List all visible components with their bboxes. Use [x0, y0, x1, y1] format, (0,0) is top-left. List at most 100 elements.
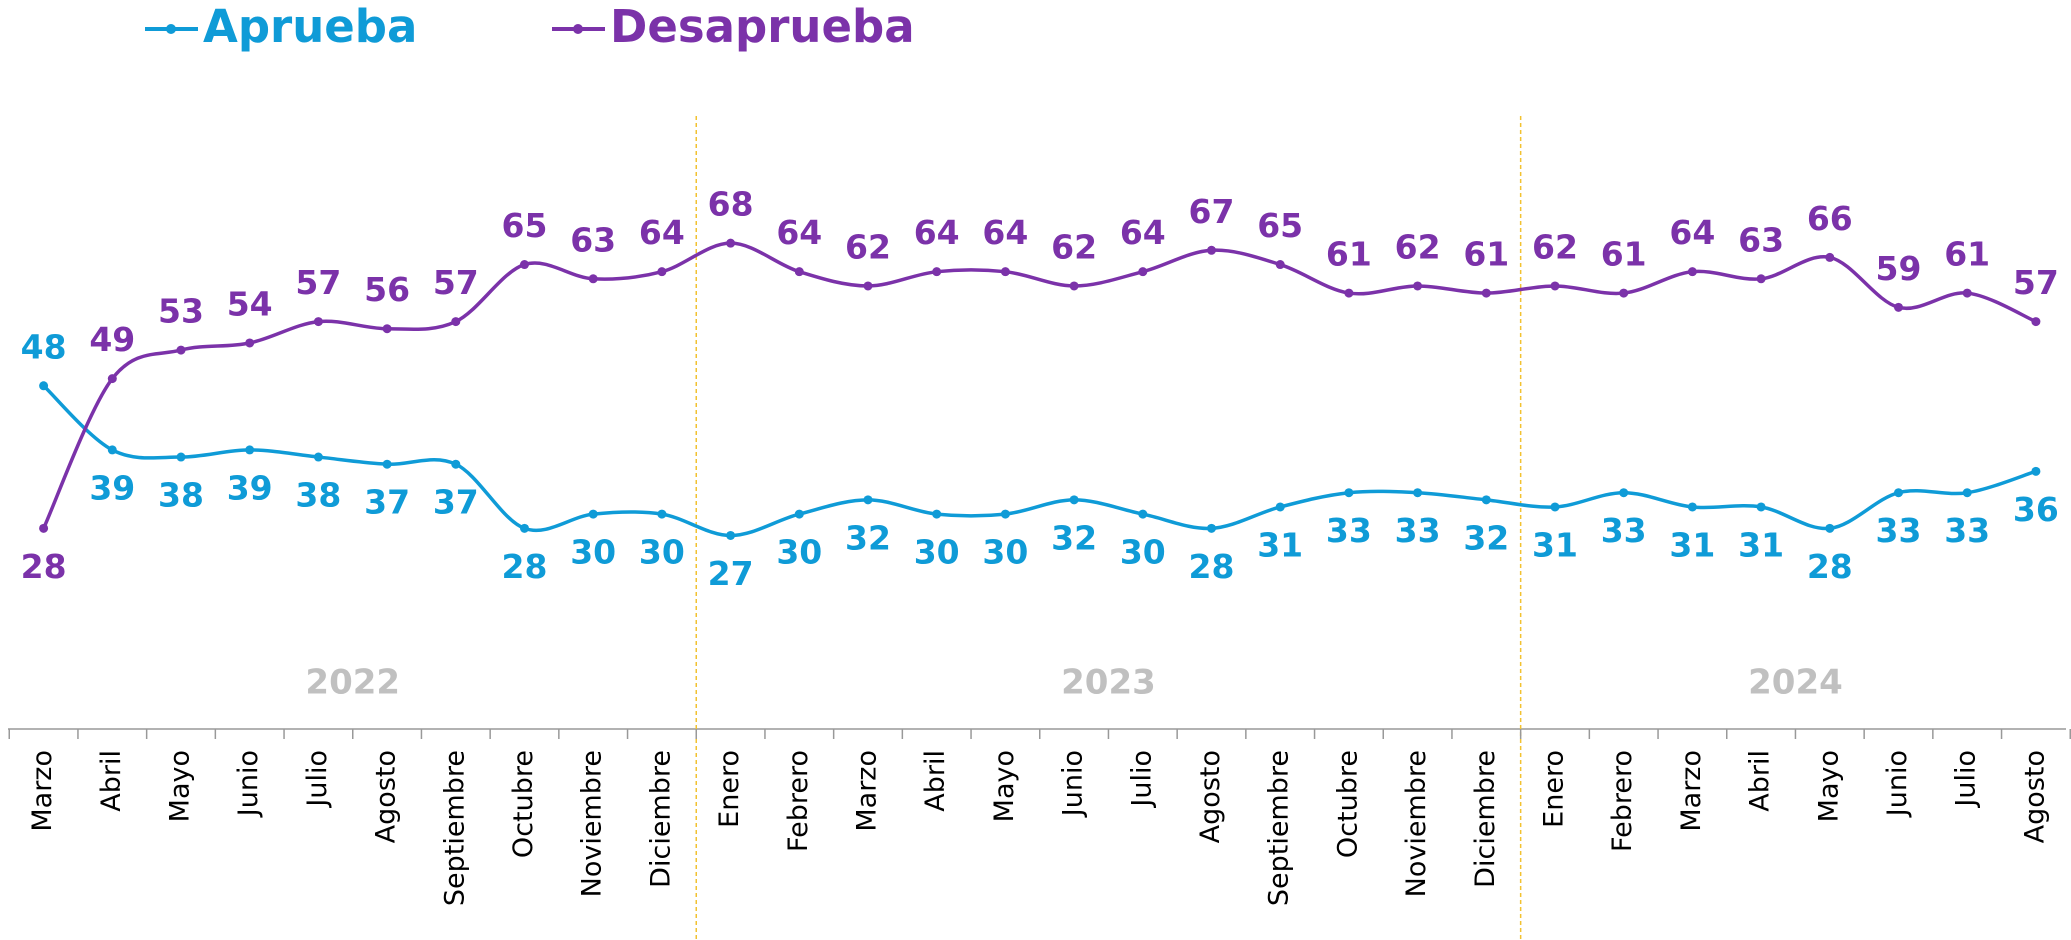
x-tick-label: Agosto [2019, 750, 2050, 843]
x-tick-label: Marzo [27, 750, 58, 832]
series-point [1138, 267, 1148, 277]
series-point [245, 338, 255, 348]
data-label: 61 [1326, 235, 1372, 274]
series-point [2031, 317, 2041, 327]
data-label: 28 [502, 547, 548, 586]
data-label: 57 [433, 263, 479, 302]
series-point [313, 452, 323, 462]
data-label: 32 [1051, 518, 1097, 557]
series-point [1413, 488, 1423, 498]
data-label: 33 [1601, 511, 1647, 550]
series-point [245, 445, 255, 455]
data-label: 61 [1463, 235, 1509, 274]
data-label: 38 [158, 476, 204, 515]
series-point [107, 445, 117, 455]
legend-label: Aprueba [203, 0, 417, 53]
data-label: 64 [1120, 213, 1166, 252]
data-label: 37 [364, 483, 410, 522]
series-point [1756, 274, 1766, 284]
data-label: 27 [708, 554, 754, 593]
data-label: 30 [570, 533, 616, 572]
series-point [863, 495, 873, 505]
data-label: 32 [1463, 518, 1509, 557]
series-point [176, 345, 186, 355]
data-label: 28 [1189, 547, 1235, 586]
data-label: 63 [1738, 220, 1784, 259]
x-tick-label: Marzo [1676, 750, 1707, 832]
data-label: 32 [845, 518, 891, 557]
series-point [520, 260, 529, 270]
data-label: 61 [1944, 235, 1990, 274]
data-label: 48 [21, 327, 67, 366]
data-label: 64 [776, 213, 822, 252]
data-label: 30 [639, 533, 685, 572]
series-point [726, 238, 736, 248]
data-label: 31 [1257, 525, 1303, 564]
series-point [1894, 302, 1903, 312]
series-point [2031, 466, 2041, 476]
series-point [39, 381, 49, 391]
data-label: 65 [1257, 206, 1303, 245]
series-line [42, 384, 2037, 538]
series-point [451, 459, 461, 469]
series-point [1344, 488, 1354, 498]
legend-label: Desaprueba [610, 0, 915, 53]
series-point [1481, 495, 1491, 505]
x-tick-label: Diciembre [645, 750, 676, 888]
x-tick-label: Septiembre [439, 750, 470, 906]
series-point [382, 459, 392, 469]
data-label: 63 [570, 220, 616, 259]
data-label: 30 [914, 533, 960, 572]
series-point [1069, 495, 1079, 505]
series-point [1894, 488, 1903, 498]
series-point [657, 267, 667, 277]
x-tick-label: Octubre [1332, 750, 1363, 858]
data-label: 33 [1395, 511, 1441, 550]
data-label: 66 [1807, 199, 1853, 238]
series-point [1481, 288, 1491, 298]
data-label: 61 [1601, 235, 1647, 274]
data-label: 30 [1120, 533, 1166, 572]
series-point [382, 324, 392, 334]
x-tick-label: Noviembre [1401, 750, 1432, 897]
data-label: 39 [227, 468, 273, 507]
series-point [107, 374, 117, 384]
x-tick-label: Mayo [165, 750, 196, 822]
x-tick-label: Enero [714, 750, 745, 828]
series-point [1687, 267, 1697, 277]
series-point [588, 509, 598, 519]
series-point [1344, 288, 1354, 298]
x-tick-label: Marzo [852, 750, 883, 832]
x-tick-label: Agosto [1195, 750, 1226, 843]
data-label: 57 [2013, 263, 2059, 302]
x-tick-label: Mayo [1813, 750, 1844, 822]
data-label: 64 [1669, 213, 1715, 252]
data-label: 62 [1532, 227, 1578, 266]
data-label: 31 [1532, 525, 1578, 564]
data-label: 64 [639, 213, 685, 252]
data-label: 65 [502, 206, 548, 245]
series-point [1275, 502, 1285, 512]
series-point [1619, 288, 1629, 298]
series-line [42, 241, 2037, 530]
data-label: 64 [914, 213, 960, 252]
x-tick-label: Abril [920, 750, 951, 812]
x-tick-label: Febrero [1607, 750, 1638, 852]
legend-dot [166, 24, 176, 34]
x-tick-label: Diciembre [1470, 750, 1501, 888]
data-label: 49 [89, 320, 135, 359]
data-label: 64 [982, 213, 1028, 252]
series-point [39, 523, 49, 533]
data-label: 57 [295, 263, 341, 302]
series-point [1207, 523, 1216, 533]
series-point [1619, 488, 1629, 498]
data-label: 68 [708, 185, 754, 224]
data-label: 30 [776, 533, 822, 572]
year-label: 2022 [305, 663, 400, 703]
series-point [1413, 281, 1423, 291]
series-point [588, 274, 598, 284]
x-tick-label: Octubre [508, 750, 539, 858]
data-label: 67 [1189, 192, 1235, 231]
